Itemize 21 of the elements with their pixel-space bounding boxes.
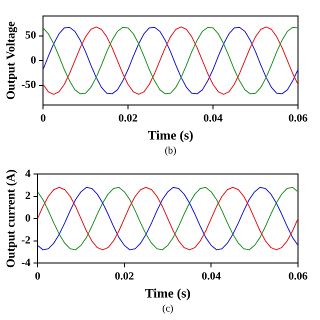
- y-tick-label: 50: [25, 30, 37, 42]
- y-tick-label: -50: [21, 79, 37, 92]
- y-tick-label: 0: [25, 212, 32, 224]
- y-tick-label: 4: [25, 168, 32, 180]
- y-tick-label: 2: [25, 190, 32, 202]
- y-tick-label: -4: [21, 257, 32, 270]
- x-axis-title: Time (s): [148, 128, 194, 143]
- x-tick-label: 0.06: [288, 270, 308, 283]
- x-tick-label: 0.02: [118, 112, 138, 125]
- x-tick-label: 0.06: [288, 112, 308, 125]
- x-tick-label: 0: [40, 112, 46, 125]
- text: (b): [164, 146, 176, 157]
- x-tick-label: 0.04: [203, 112, 224, 125]
- x-axis-title: Time (s): [144, 286, 191, 301]
- text: (c): [162, 304, 174, 315]
- x-tick-label: 0.04: [202, 270, 222, 283]
- x-tick-label: 0.02: [114, 270, 134, 283]
- y-tick-label: -2: [21, 234, 32, 247]
- y-tick-label: 0: [30, 54, 37, 66]
- y-axis-title: Output Voltage: [3, 20, 18, 100]
- y-axis-title: Output current (A): [3, 169, 18, 268]
